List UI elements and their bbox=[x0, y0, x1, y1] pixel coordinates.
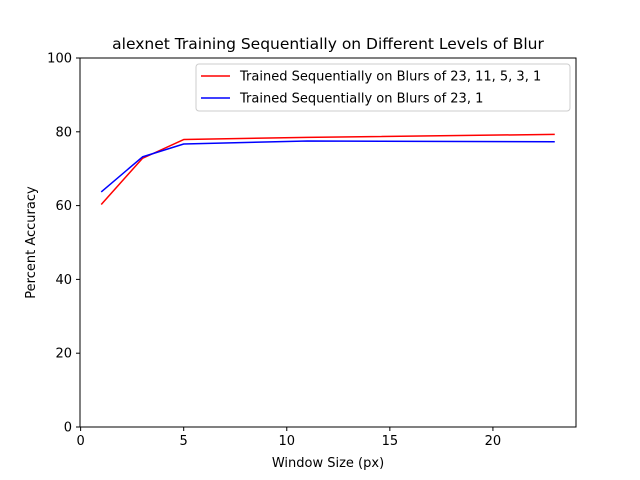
plot-frame bbox=[79, 57, 577, 428]
y-axis-label: Percent Accuracy bbox=[24, 186, 39, 299]
x-tick-label: 15 bbox=[382, 434, 399, 449]
legend-box bbox=[195, 63, 571, 112]
y-tick-label: 0 bbox=[64, 421, 72, 436]
y-tick-label: 40 bbox=[55, 273, 72, 288]
x-tick-label: 20 bbox=[485, 434, 502, 449]
legend-label-1: Trained Sequentially on Blurs of 23, 11,… bbox=[239, 70, 541, 85]
series-layer bbox=[100, 133, 555, 205]
y-tick-label: 80 bbox=[55, 125, 72, 140]
x-tick-label: 5 bbox=[180, 434, 188, 449]
chart-title: alexnet Training Sequentially on Differe… bbox=[112, 35, 544, 53]
series-line-2 bbox=[100, 140, 555, 193]
x-axis-label: Window Size (px) bbox=[272, 456, 384, 471]
series-line-1 bbox=[100, 133, 555, 205]
y-tick-label: 100 bbox=[47, 52, 72, 67]
legend: Trained Sequentially on Blurs of 23, 11,… bbox=[195, 63, 571, 112]
y-tick-label: 20 bbox=[55, 347, 72, 362]
legend-label-2: Trained Sequentially on Blurs of 23, 1 bbox=[239, 92, 483, 107]
x-axis: 0 5 10 15 20 bbox=[76, 427, 501, 449]
x-tick-label: 10 bbox=[278, 434, 295, 449]
x-tick-label: 0 bbox=[76, 434, 84, 449]
plot-area bbox=[79, 57, 577, 428]
y-axis: 0 20 40 60 80 100 bbox=[47, 52, 80, 436]
y-tick-label: 60 bbox=[55, 199, 72, 214]
